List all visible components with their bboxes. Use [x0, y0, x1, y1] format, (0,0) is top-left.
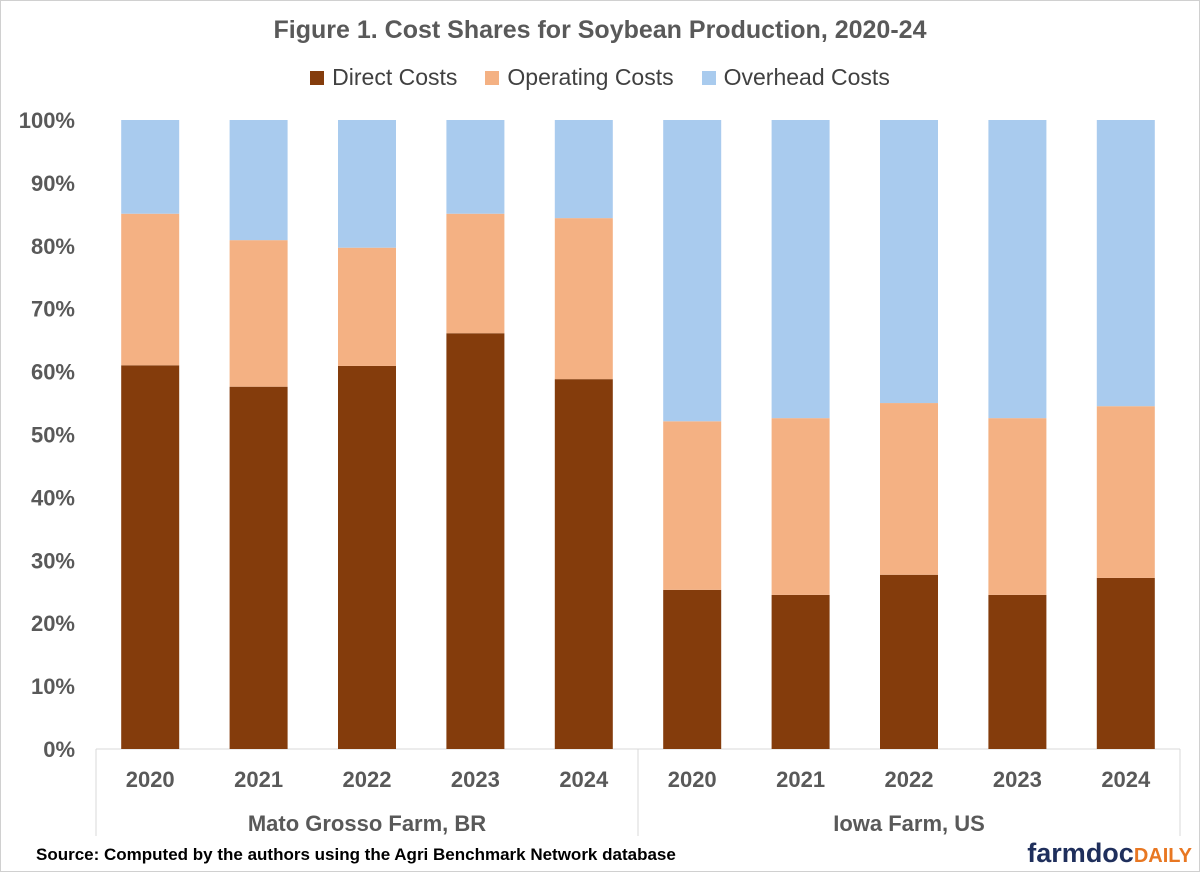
x-tick-label: 2021 — [776, 767, 825, 792]
bar-overhead-costs — [446, 120, 505, 214]
y-tick-label: 100% — [19, 108, 75, 133]
bar-operating-costs — [771, 418, 830, 595]
x-tick-label: 2021 — [234, 767, 283, 792]
bar-overhead-costs — [771, 120, 830, 419]
bar-overhead-costs — [229, 120, 288, 241]
bar-overhead-costs — [880, 120, 938, 404]
legend-swatch — [310, 70, 325, 85]
bar-direct-costs — [663, 589, 722, 749]
farmdoc-daily-logo: farmdocDAILY — [1027, 838, 1192, 869]
group-label: Iowa Farm, US — [833, 811, 985, 836]
legend-label: Operating Costs — [507, 64, 674, 90]
bar-operating-costs — [1096, 406, 1155, 578]
x-tick-label: 2020 — [668, 767, 717, 792]
bar-direct-costs — [229, 386, 288, 749]
bar-direct-costs — [771, 594, 830, 749]
y-tick-label: 80% — [31, 234, 75, 259]
legend-label: Overhead Costs — [723, 64, 890, 90]
y-tick-label: 20% — [31, 611, 75, 636]
bar-direct-costs — [446, 333, 505, 749]
bar-overhead-costs — [554, 120, 613, 219]
legend-item: Direct Costs — [310, 64, 457, 91]
bar-direct-costs — [554, 379, 613, 749]
bar-overhead-costs — [338, 120, 396, 248]
x-tick-label: 2023 — [993, 767, 1042, 792]
bar-overhead-costs — [663, 120, 722, 422]
y-tick-label: 40% — [31, 485, 75, 510]
x-tick-label: 2024 — [559, 767, 609, 792]
bar-operating-costs — [121, 213, 180, 366]
legend-swatch — [701, 70, 716, 85]
source-note: Source: Computed by the authors using th… — [36, 845, 676, 864]
bar-operating-costs — [554, 218, 613, 380]
y-tick-label: 0% — [43, 737, 75, 762]
x-tick-label: 2020 — [126, 767, 175, 792]
bar-direct-costs — [338, 365, 396, 749]
bar-operating-costs — [880, 403, 938, 575]
group-label: Mato Grosso Farm, BR — [248, 811, 486, 836]
logo-part1: farmdoc — [1027, 838, 1134, 868]
bar-direct-costs — [121, 365, 180, 749]
legend: Direct Costs Operating Costs Overhead Cost… — [0, 64, 1200, 91]
legend-label: Direct Costs — [332, 64, 458, 90]
bar-direct-costs — [988, 594, 1047, 749]
bar-direct-costs — [1096, 577, 1155, 749]
y-tick-label: 30% — [31, 548, 75, 573]
bar-overhead-costs — [1096, 120, 1155, 407]
y-tick-label: 90% — [31, 171, 75, 196]
x-tick-label: 2024 — [1101, 767, 1151, 792]
y-tick-label: 60% — [31, 360, 75, 385]
legend-swatch — [485, 70, 500, 85]
y-tick-label: 50% — [31, 423, 75, 448]
x-tick-label: 2023 — [451, 767, 500, 792]
x-tick-label: 2022 — [885, 767, 934, 792]
legend-item: Operating Costs — [485, 64, 674, 91]
bar-operating-costs — [988, 418, 1047, 595]
y-tick-label: 70% — [31, 297, 75, 322]
bar-direct-costs — [880, 574, 938, 749]
logo-part2: DAILY — [1133, 845, 1192, 867]
bar-operating-costs — [446, 213, 505, 334]
bar-operating-costs — [663, 421, 722, 590]
bar-overhead-costs — [988, 120, 1047, 419]
y-tick-label: 10% — [31, 674, 75, 699]
x-tick-label: 2022 — [343, 767, 392, 792]
bar-operating-costs — [229, 240, 288, 387]
chart-title: Figure 1. Cost Shares for Soybean Produc… — [273, 16, 927, 44]
legend-item: Overhead Costs — [701, 64, 890, 91]
bar-overhead-costs — [121, 120, 180, 214]
bar-operating-costs — [338, 247, 396, 366]
